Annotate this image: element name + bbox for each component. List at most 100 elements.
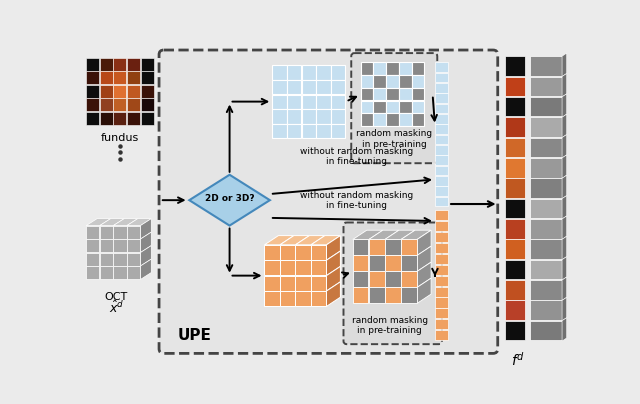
Bar bbox=[529, 260, 562, 279]
Bar bbox=[127, 71, 140, 84]
Bar bbox=[86, 58, 99, 71]
Bar bbox=[296, 276, 310, 290]
Bar bbox=[412, 75, 424, 88]
Bar bbox=[505, 178, 525, 198]
Polygon shape bbox=[353, 230, 383, 240]
Bar bbox=[401, 271, 417, 287]
Polygon shape bbox=[140, 259, 151, 280]
Bar bbox=[100, 239, 113, 252]
Bar bbox=[100, 71, 113, 84]
Polygon shape bbox=[264, 236, 294, 245]
Bar bbox=[100, 225, 113, 239]
Bar bbox=[331, 109, 346, 124]
Bar bbox=[412, 101, 424, 113]
Polygon shape bbox=[113, 219, 138, 225]
Polygon shape bbox=[562, 257, 566, 280]
Bar bbox=[353, 271, 369, 287]
Bar bbox=[369, 255, 385, 271]
Bar bbox=[385, 271, 401, 287]
Bar bbox=[529, 199, 562, 218]
Polygon shape bbox=[562, 216, 566, 239]
Bar bbox=[113, 225, 127, 239]
Bar bbox=[127, 239, 140, 252]
Bar bbox=[373, 101, 386, 113]
Bar bbox=[435, 104, 448, 113]
Bar bbox=[387, 62, 399, 75]
Bar bbox=[113, 99, 126, 111]
Bar bbox=[505, 280, 525, 300]
Bar bbox=[316, 124, 331, 138]
Bar bbox=[272, 65, 287, 80]
Bar bbox=[280, 291, 295, 306]
Bar bbox=[435, 308, 448, 318]
Polygon shape bbox=[562, 175, 566, 199]
FancyBboxPatch shape bbox=[159, 50, 498, 354]
Bar bbox=[127, 225, 140, 239]
Bar bbox=[296, 245, 310, 260]
Polygon shape bbox=[140, 232, 151, 252]
Polygon shape bbox=[296, 236, 325, 245]
Bar bbox=[505, 138, 525, 157]
Bar bbox=[529, 280, 562, 300]
Bar bbox=[435, 297, 448, 307]
Bar bbox=[127, 58, 140, 71]
Bar bbox=[296, 291, 310, 306]
Bar bbox=[100, 99, 113, 111]
Polygon shape bbox=[369, 230, 399, 240]
Bar bbox=[373, 88, 386, 100]
Bar bbox=[529, 76, 562, 96]
Bar bbox=[529, 56, 562, 76]
Bar bbox=[100, 112, 113, 125]
Bar bbox=[399, 62, 412, 75]
Bar bbox=[311, 245, 326, 260]
Text: UPE: UPE bbox=[178, 328, 212, 343]
Bar bbox=[412, 114, 424, 126]
Bar bbox=[100, 85, 113, 98]
Polygon shape bbox=[86, 219, 111, 225]
Bar bbox=[141, 99, 154, 111]
Bar bbox=[301, 80, 316, 94]
Bar bbox=[280, 260, 295, 275]
Text: without random masking
in fine-tuning: without random masking in fine-tuning bbox=[300, 147, 413, 166]
Bar bbox=[387, 101, 399, 113]
Bar bbox=[353, 255, 369, 271]
Bar bbox=[264, 276, 280, 290]
Bar bbox=[373, 62, 386, 75]
Bar bbox=[505, 219, 525, 238]
Bar bbox=[86, 99, 99, 111]
Bar bbox=[272, 124, 287, 138]
Bar bbox=[435, 166, 448, 175]
Bar bbox=[301, 124, 316, 138]
Bar bbox=[86, 252, 99, 265]
Bar bbox=[505, 97, 525, 116]
Bar bbox=[505, 158, 525, 177]
Text: random masking
in pre-training: random masking in pre-training bbox=[356, 129, 433, 149]
Bar bbox=[86, 71, 99, 84]
Bar bbox=[287, 109, 301, 124]
Bar bbox=[387, 88, 399, 100]
Polygon shape bbox=[280, 236, 309, 245]
Bar bbox=[280, 276, 295, 290]
Bar bbox=[435, 286, 448, 297]
Bar bbox=[385, 287, 401, 303]
Polygon shape bbox=[401, 230, 431, 240]
Bar bbox=[301, 109, 316, 124]
Bar bbox=[373, 75, 386, 88]
Bar bbox=[435, 186, 448, 196]
Text: $\hat{x}^d$: $\hat{x}^d$ bbox=[109, 300, 124, 316]
Bar bbox=[529, 158, 562, 177]
Bar bbox=[360, 62, 373, 75]
Polygon shape bbox=[140, 246, 151, 266]
Polygon shape bbox=[562, 74, 566, 97]
Bar bbox=[287, 65, 301, 80]
Bar bbox=[86, 85, 99, 98]
Bar bbox=[435, 330, 448, 340]
Bar bbox=[360, 114, 373, 126]
Bar bbox=[401, 287, 417, 303]
Bar bbox=[435, 73, 448, 82]
Bar bbox=[435, 197, 448, 206]
Polygon shape bbox=[189, 175, 270, 225]
Bar bbox=[387, 75, 399, 88]
Bar bbox=[505, 56, 525, 76]
Polygon shape bbox=[417, 246, 431, 271]
